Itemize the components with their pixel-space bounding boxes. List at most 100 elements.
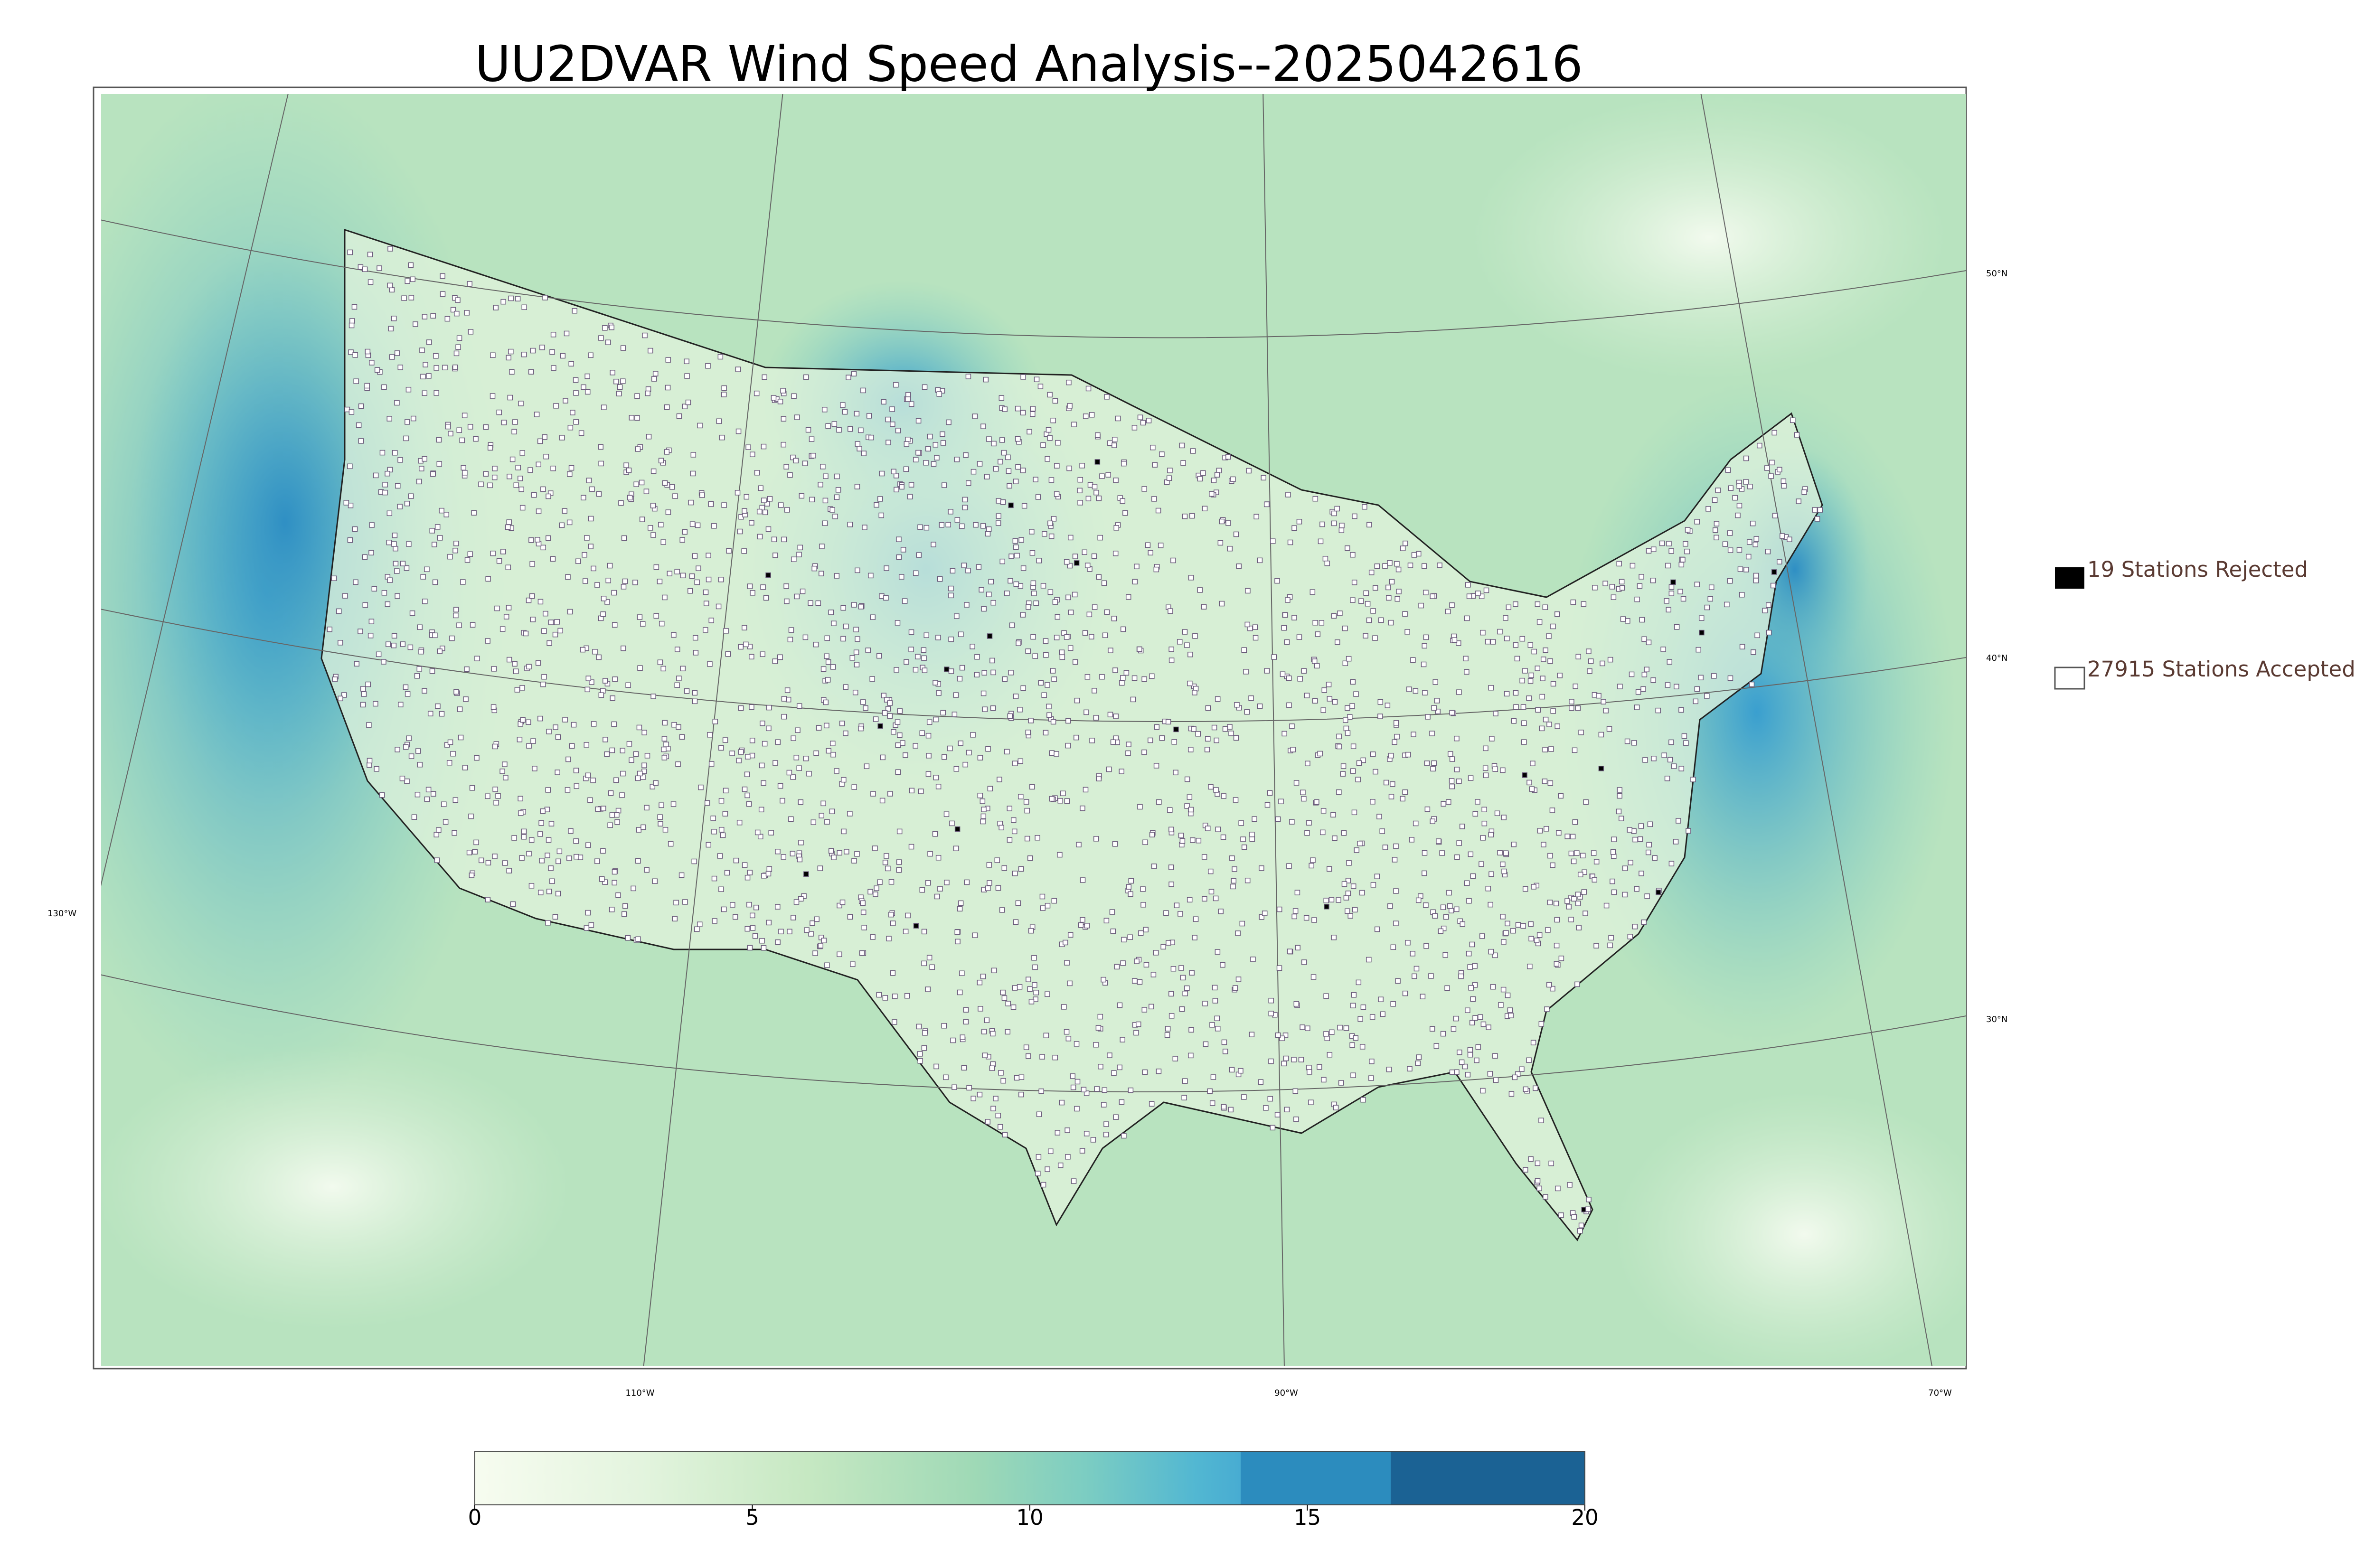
station-marker	[1449, 1069, 1455, 1075]
station-marker	[369, 522, 375, 528]
station-marker	[584, 925, 590, 931]
station-marker	[831, 421, 838, 427]
station-marker	[1289, 723, 1295, 729]
station-marker	[848, 426, 853, 432]
station-marker	[706, 842, 712, 848]
station-marker	[884, 853, 889, 859]
station-marker	[644, 805, 650, 811]
station-marker	[891, 469, 896, 475]
station-marker	[1331, 510, 1337, 516]
station-marker	[1581, 601, 1587, 607]
station-marker	[1449, 783, 1455, 789]
station-marker	[1115, 415, 1121, 422]
station-marker	[1550, 862, 1555, 868]
station-marker	[1435, 708, 1441, 714]
station-marker	[895, 769, 901, 775]
station-marker	[387, 246, 393, 252]
station-marker	[664, 404, 670, 410]
station-marker	[778, 929, 784, 935]
station-marker	[1673, 839, 1679, 845]
station-marker	[1753, 536, 1760, 542]
station-marker	[1246, 468, 1252, 474]
station-marker	[874, 885, 879, 891]
station-marker	[1519, 636, 1526, 642]
station-marker	[855, 441, 861, 447]
station-marker	[1488, 871, 1494, 877]
station-marker	[1357, 1016, 1363, 1022]
station-marker	[1336, 733, 1342, 740]
station-marker	[760, 720, 765, 726]
station-marker	[1025, 730, 1031, 735]
station-marker	[749, 752, 755, 759]
station-marker	[433, 832, 439, 837]
station-marker	[1468, 851, 1474, 857]
station-marker	[404, 500, 410, 507]
station-marker	[552, 914, 558, 920]
station-marker	[1189, 513, 1195, 519]
station-marker	[521, 834, 527, 840]
station-marker	[1137, 414, 1143, 420]
station-marker	[644, 867, 650, 873]
station-marker	[1388, 794, 1394, 799]
station-marker	[1322, 555, 1328, 562]
station-marker	[393, 561, 399, 567]
station-marker	[626, 741, 632, 747]
station-marker	[1278, 798, 1284, 805]
station-marker	[437, 648, 443, 654]
station-marker	[1218, 909, 1224, 914]
station-marker	[1026, 1053, 1031, 1059]
station-marker	[589, 679, 594, 685]
station-marker	[406, 541, 412, 547]
station-marker	[1052, 599, 1058, 605]
station-marker	[519, 505, 526, 511]
station-marker	[1404, 629, 1410, 635]
station-marker	[1068, 610, 1074, 615]
station-marker	[803, 755, 809, 761]
station-marker	[1253, 635, 1259, 641]
station-marker	[1637, 583, 1643, 589]
station-marker	[1179, 1006, 1185, 1012]
station-marker	[1453, 1015, 1459, 1022]
station-marker	[965, 568, 971, 573]
station-marker	[1312, 620, 1318, 626]
station-marker	[962, 761, 968, 768]
station-marker	[462, 413, 468, 418]
station-marker	[602, 325, 608, 331]
station-marker	[1696, 647, 1701, 653]
station-marker	[1184, 985, 1190, 991]
station-marker	[455, 297, 461, 303]
station-marker	[609, 324, 614, 330]
station-marker	[745, 754, 751, 760]
station-marker	[469, 785, 475, 791]
station-marker	[365, 681, 371, 687]
station-marker	[632, 580, 638, 585]
station-marker	[887, 700, 893, 706]
station-marker	[1353, 691, 1359, 697]
station-marker	[680, 573, 686, 579]
station-marker	[1067, 403, 1073, 409]
station-marker	[331, 575, 337, 582]
station-marker	[746, 901, 752, 908]
station-marker	[528, 537, 534, 543]
station-marker	[1777, 467, 1782, 472]
station-marker	[809, 436, 815, 442]
station-marker	[850, 961, 856, 967]
station-marker	[1154, 724, 1160, 730]
legend-swatch-accepted	[2054, 667, 2085, 690]
station-marker	[611, 721, 617, 727]
station-marker	[1214, 1015, 1220, 1021]
station-marker	[1646, 548, 1652, 554]
station-marker	[349, 318, 355, 324]
station-marker	[766, 866, 772, 872]
station-marker	[540, 681, 546, 687]
station-marker	[1029, 550, 1036, 556]
station-marker	[1651, 755, 1657, 761]
station-marker	[637, 665, 643, 671]
station-marker	[1027, 855, 1033, 861]
station-marker	[720, 832, 726, 838]
station-marker	[808, 600, 813, 606]
station-marker	[1386, 1067, 1392, 1072]
station-marker	[1215, 696, 1221, 702]
station-marker	[745, 444, 751, 450]
station-marker	[1102, 1087, 1108, 1093]
